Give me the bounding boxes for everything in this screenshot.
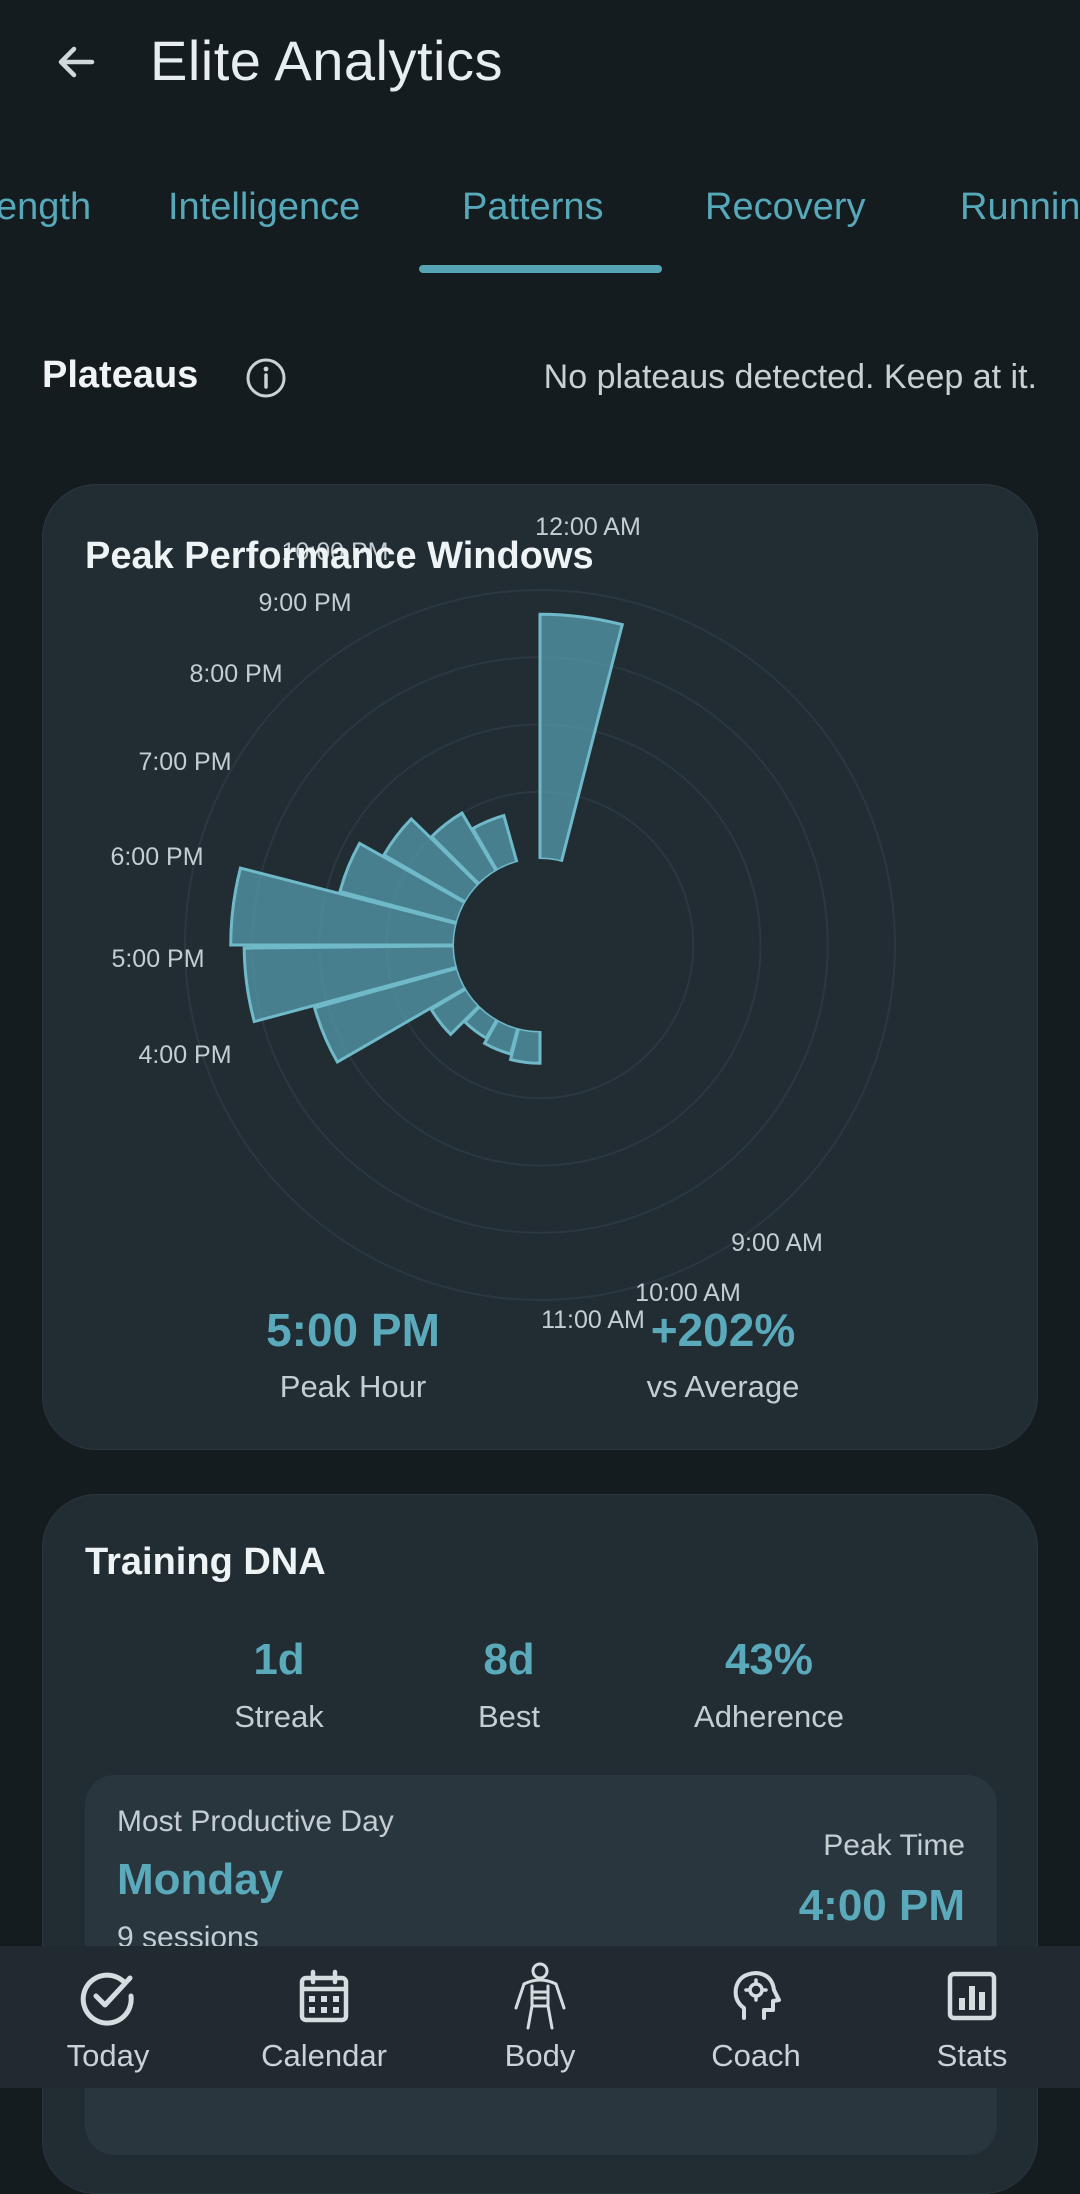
tab-indicator [419,265,662,273]
hour-label: 7:00 PM [138,748,231,776]
nav-today[interactable]: Today [0,1946,216,2088]
peak-performance-radial-chart: 12:00 AM 10:00 PM 9:00 PM 8:00 PM 7:00 PM 6:0… [110,513,896,1334]
vs-average-label: vs Average [646,1369,800,1404]
tab-strength[interactable]: ength [0,186,92,228]
plateaus-title: Plateaus [42,354,199,396]
chart-center-hole [454,859,626,1031]
hour-label: 8:00 PM [189,660,282,688]
adherence-label: Adherence [694,1699,844,1734]
best-value: 8d [483,1635,535,1684]
hour-label: 12:00 AM [535,513,641,541]
nav-label: Body [504,2038,576,2073]
most-productive-day-label: Most Productive Day [117,1805,394,1838]
radial-bar-12-00-am [538,612,625,864]
tab-bar: ength Intelligence Patterns Recovery Run… [0,160,1080,275]
adherence-value: 43% [724,1635,814,1684]
bottom-navigation: Today Calendar Body Coach [0,1946,1080,2088]
tab-intelligence[interactable]: Intelligence [168,186,361,228]
hour-label: 9:00 PM [258,589,351,617]
hour-label: 5:00 PM [111,945,204,973]
vs-average-value: +202% [650,1304,796,1356]
nav-label: Stats [936,2038,1008,2073]
peak-performance-title: Peak Performance Windows [85,535,594,577]
training-dna-title: Training DNA [85,1541,326,1583]
calendar-icon [299,1969,349,2023]
nav-coach[interactable]: Coach [648,1946,864,2088]
bar-chart-icon [947,1971,997,2021]
nav-body[interactable]: Body [432,1946,648,2088]
app-bar: Elite Analytics [0,0,1080,130]
chart-gridline-ring [184,589,896,1301]
tab-running[interactable]: Runnin [960,186,1080,228]
info-icon[interactable] [244,356,288,400]
nav-calendar[interactable]: Calendar [216,1946,432,2088]
training-dna-card: Training DNA 1d Streak 8d Best 43% Adher… [42,1494,1038,2194]
most-productive-day-value: Monday [117,1855,284,1904]
coach-head-icon [733,1971,781,2020]
hour-label: 4:00 PM [138,1041,231,1069]
plateaus-message: No plateaus detected. Keep at it. [543,358,1037,396]
plateaus-row: Plateaus No plateaus detected. Keep at i… [0,340,1080,420]
peak-time-label: Peak Time [823,1829,965,1862]
tab-patterns[interactable]: Patterns [462,186,604,228]
tab-recovery[interactable]: Recovery [705,186,866,228]
nav-label: Calendar [261,2038,387,2073]
nav-stats[interactable]: Stats [864,1946,1080,2088]
streak-label: Streak [234,1699,324,1734]
hour-label: 10:00 PM [281,538,388,566]
peak-performance-card: 12:00 AM 10:00 PM 9:00 PM 8:00 PM 7:00 PM 6:0… [42,484,1038,1450]
hour-label: 9:00 AM [731,1229,823,1257]
nav-label: Coach [711,2038,801,2073]
back-button[interactable] [44,30,108,94]
hour-label: 6:00 PM [110,843,203,871]
hour-label: 11:00 AM [541,1306,645,1334]
nav-label: Today [66,2038,150,2073]
peak-time-value: 4:00 PM [798,1881,965,1930]
page-title: Elite Analytics [150,29,503,92]
hour-label: 10:00 AM [635,1279,741,1307]
best-label: Best [477,1699,541,1734]
peak-hour-value: 5:00 PM [266,1304,440,1356]
streak-value: 1d [253,1635,305,1684]
arrow-left-icon [58,46,95,78]
body-icon [514,1962,566,2030]
peak-hour-label: Peak Hour [279,1369,427,1404]
check-circle-icon [80,1972,134,2026]
